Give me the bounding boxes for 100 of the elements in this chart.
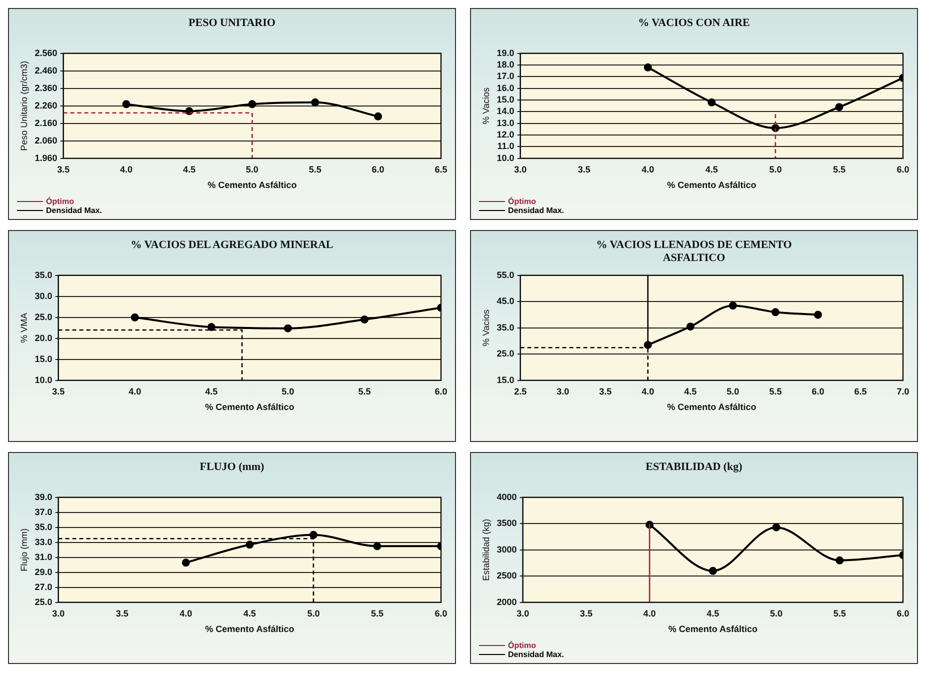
y-tick-label: 2000 — [496, 596, 517, 607]
x-tick-label: 4.5 — [205, 386, 218, 396]
y-tick-label: 16.0 — [496, 82, 514, 93]
y-tick-label: 25.0 — [34, 596, 52, 607]
x-axis-title: % Cemento Asfáltico — [205, 402, 295, 412]
y-tick-label: 27.0 — [34, 582, 52, 592]
point — [644, 340, 652, 349]
x-tick-label: 6.0 — [812, 386, 824, 396]
legend-label: Densidad Max. — [508, 206, 564, 215]
y-tick-label: 10.0 — [496, 152, 514, 163]
chart-title: % VACIOS LLENADOS DE CEMENTO ASFALTICO — [595, 239, 793, 266]
legend-label: Óptimo — [46, 197, 74, 206]
y-tick-label: 18.0 — [496, 60, 514, 70]
chart-title: FLUJO (mm) — [198, 461, 266, 475]
x-tick-label: 4.0 — [180, 608, 192, 618]
x-tick-label: 6.0 — [896, 608, 910, 618]
y-tick-label: 25.0 — [496, 348, 514, 359]
x-axis-title: % Cemento Asfáltico — [668, 624, 758, 634]
y-tick-label: 12.0 — [496, 130, 514, 140]
x-tick-label: 5.0 — [769, 164, 782, 174]
x-tick-label: 6.5 — [854, 386, 867, 396]
x-tick-label: 3.5 — [57, 164, 70, 174]
point — [772, 523, 780, 532]
point — [708, 566, 717, 575]
x-tick-label: 5.5 — [769, 386, 782, 396]
y-tick-label: 3500 — [496, 518, 517, 528]
y-tick-label: 17.0 — [496, 71, 514, 82]
y-tick-label: 2500 — [496, 570, 517, 581]
x-tick-label: 4.5 — [684, 386, 697, 396]
x-tick-label: 3.0 — [556, 386, 570, 396]
x-tick-label: 4.5 — [243, 608, 256, 618]
y-tick-label: 15.0 — [496, 374, 514, 385]
x-axis-title: % Cemento Asfáltico — [205, 624, 295, 634]
y-tick-label: 1.960 — [34, 152, 58, 163]
y-tick-label: 19.0 — [496, 48, 514, 58]
point — [728, 302, 737, 310]
y-axis-title: Peso Unitario (gr/cm3) — [18, 60, 29, 151]
y-tick-label: 33.0 — [34, 536, 52, 547]
x-tick-label: 2.5 — [514, 386, 527, 396]
x-tick-label: 4.0 — [642, 164, 654, 174]
x-tick-label: 5.5 — [308, 164, 322, 174]
point — [122, 100, 130, 108]
x-tick-label: 5.0 — [726, 386, 740, 396]
point — [835, 103, 844, 112]
x-axis-title: % Cemento Asfáltico — [667, 402, 757, 412]
chart-title: % VACIOS DEL AGREGADO MINERAL — [130, 239, 334, 253]
point — [207, 323, 216, 332]
x-axis-title: % Cemento Asfáltico — [667, 180, 757, 190]
chart-title: PESO UNITARIO — [188, 17, 276, 31]
y-axis-title: % Vacios — [480, 308, 491, 346]
y-axis-title: Flujo (mm) — [18, 528, 29, 572]
x-tick-label: 5.0 — [770, 608, 783, 618]
point — [185, 107, 194, 116]
x-tick-label: 3.0 — [516, 608, 530, 618]
legend-label: Óptimo — [508, 641, 536, 650]
y-tick-label: 2.160 — [34, 118, 58, 128]
x-tick-label: 4.0 — [642, 386, 654, 396]
point — [686, 322, 694, 331]
legend-label: Óptimo — [508, 197, 536, 206]
y-tick-label: 4000 — [496, 492, 517, 502]
y-tick-label: 15.0 — [496, 94, 514, 105]
x-tick-label: 7.0 — [896, 386, 910, 396]
x-tick-label: 3.5 — [578, 164, 590, 174]
chart-title: ESTABILIDAD (kg) — [644, 461, 744, 475]
y-tick-label: 35.0 — [34, 522, 52, 532]
x-tick-label: 3.0 — [52, 608, 65, 618]
x-tick-label: 5.0 — [307, 608, 320, 618]
x-tick-label: 4.0 — [120, 164, 133, 174]
x-tick-label: 5.5 — [832, 164, 846, 174]
x-axis-title: % Cemento Asfáltico — [208, 180, 298, 190]
y-tick-label: 2.360 — [34, 82, 58, 93]
y-tick-label: 3000 — [496, 544, 517, 554]
y-tick-label: 13.0 — [496, 118, 514, 128]
y-tick-label: 25.0 — [34, 312, 52, 322]
y-axis-title: Estabilidad (kg) — [480, 518, 491, 581]
x-tick-label: 5.5 — [358, 386, 371, 396]
y-tick-label: 2.060 — [34, 135, 58, 146]
y-tick-label: 20.0 — [34, 332, 52, 343]
y-tick-label: 35.0 — [34, 270, 52, 280]
x-tick-label: 5.5 — [370, 608, 384, 618]
point — [814, 310, 822, 319]
y-tick-label: 14.0 — [496, 106, 514, 116]
point — [311, 98, 320, 106]
point — [248, 100, 256, 108]
x-tick-label: 6.0 — [372, 164, 384, 174]
point — [644, 63, 652, 72]
x-tick-label: 6.0 — [434, 608, 448, 618]
y-tick-label: 11.0 — [497, 141, 514, 152]
point — [374, 112, 382, 120]
y-tick-label: 2.260 — [34, 100, 58, 110]
y-tick-label: 29.0 — [34, 566, 52, 577]
x-tick-label: 4.5 — [182, 164, 196, 174]
y-tick-label: 31.0 — [34, 552, 52, 562]
x-tick-label: 6.0 — [896, 164, 910, 174]
point — [708, 98, 716, 106]
y-tick-label: 45.0 — [496, 296, 514, 306]
y-tick-label: 55.0 — [496, 270, 514, 280]
y-tick-label: 35.0 — [496, 322, 514, 332]
x-tick-label: 3.5 — [580, 608, 592, 618]
x-tick-label: 3.5 — [52, 386, 65, 396]
